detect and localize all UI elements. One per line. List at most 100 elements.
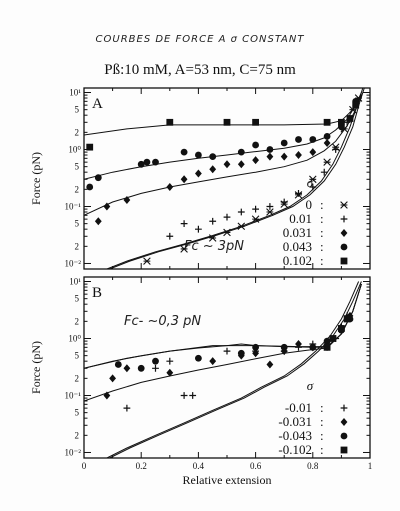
data-point xyxy=(223,213,231,221)
data-point xyxy=(252,349,259,358)
y-tick-label: 10⁻² xyxy=(65,258,82,268)
y-minor-label: 2 xyxy=(75,373,80,383)
data-point xyxy=(252,205,259,213)
data-point xyxy=(309,148,317,157)
fit-curve xyxy=(106,281,360,458)
panel-label: B xyxy=(92,285,102,301)
data-point xyxy=(338,325,345,332)
data-point xyxy=(103,391,111,400)
legend-colon: : xyxy=(320,253,324,268)
data-point xyxy=(338,118,345,126)
fit-curve xyxy=(84,283,362,369)
data-point xyxy=(195,354,202,362)
data-point xyxy=(114,361,122,368)
fit-curve xyxy=(109,88,365,269)
data-point xyxy=(323,343,331,351)
data-point xyxy=(123,195,131,204)
data-point xyxy=(86,183,94,191)
data-point xyxy=(152,364,159,372)
panel-b: 0 0.2 0.4 0.6 0.8 1 10⁻² 10⁻¹ 10⁰ 10¹ 2 5 2 5 2 5 Force … xyxy=(29,276,373,487)
data-point xyxy=(266,360,274,369)
series-0102 xyxy=(86,101,360,151)
fit-curve xyxy=(106,88,364,269)
data-point xyxy=(340,257,348,265)
legend-entry: -0.01 xyxy=(285,400,312,415)
data-point xyxy=(309,343,317,351)
y-minor-label: 2 xyxy=(75,127,80,137)
data-point xyxy=(309,175,317,184)
data-point xyxy=(251,215,260,223)
data-point xyxy=(209,153,217,161)
data-point xyxy=(340,215,348,223)
x-tick-label: 1 xyxy=(368,461,373,471)
y-tick-label: 10¹ xyxy=(69,277,81,287)
y-minor-label: 5 xyxy=(75,162,80,172)
y-minor-label: 2 xyxy=(75,241,80,251)
handwritten-annotation: Fc- ~0,3 pN xyxy=(124,314,201,329)
series-0043 xyxy=(86,97,360,191)
y-tick-label: 10⁻¹ xyxy=(65,390,82,400)
y-tick-label: 10⁰ xyxy=(68,334,81,344)
data-point xyxy=(223,347,231,355)
y-minor-label: 2 xyxy=(75,184,80,194)
data-point xyxy=(166,368,174,377)
data-point xyxy=(332,146,340,153)
y-axis-label: Force (pN) xyxy=(29,152,43,205)
data-point xyxy=(280,343,288,351)
y-minor-label: 2 xyxy=(75,316,80,326)
data-point xyxy=(94,217,102,226)
data-point xyxy=(143,257,151,265)
x-tick-label: 0.4 xyxy=(193,461,205,471)
x-tick-label: 0.2 xyxy=(136,461,147,471)
data-point xyxy=(323,132,331,140)
y-axis-label: Force (pN) xyxy=(29,341,43,394)
data-point xyxy=(195,225,202,233)
legend-entry: 0.031 xyxy=(283,225,312,240)
data-point xyxy=(152,158,159,166)
legend-title: σ xyxy=(307,378,314,393)
data-point xyxy=(223,228,231,237)
y-tick-label: 10¹ xyxy=(69,88,81,98)
y-tick-label: 10⁻² xyxy=(65,447,82,457)
data-point xyxy=(352,101,360,109)
fit-curve xyxy=(84,283,362,402)
data-point xyxy=(237,349,245,357)
data-point xyxy=(209,165,217,174)
data-point xyxy=(340,418,348,426)
legend-colon: : xyxy=(320,428,324,443)
fit-curve xyxy=(84,92,362,180)
data-point xyxy=(189,392,197,399)
legend-entry: 0.102 xyxy=(283,253,312,268)
data-point xyxy=(340,432,348,440)
data-point xyxy=(209,217,217,225)
data-point xyxy=(109,374,116,383)
data-point xyxy=(266,208,274,216)
data-point xyxy=(340,446,348,454)
data-point xyxy=(195,169,202,178)
data-point xyxy=(237,160,245,169)
legend-entry: -0.031 xyxy=(278,414,312,429)
y-minor-label: 5 xyxy=(75,219,80,229)
legend-colon: : xyxy=(320,239,324,254)
fit-curve xyxy=(84,94,362,136)
data-point xyxy=(94,174,102,182)
data-markers xyxy=(86,94,363,265)
legend-title: σ xyxy=(307,175,314,190)
legend-colon: : xyxy=(320,400,324,415)
data-point xyxy=(137,364,145,372)
data-point xyxy=(137,160,145,168)
data-point xyxy=(223,160,231,169)
data-point xyxy=(295,340,302,349)
legend-colon: : xyxy=(320,414,324,429)
fit-curve xyxy=(109,281,362,458)
data-point xyxy=(252,156,259,165)
data-point xyxy=(280,198,288,206)
experimental-conditions: Pß:10 mM, A=53 nm, C=75 nm xyxy=(104,62,296,78)
data-point xyxy=(143,158,151,166)
data-point xyxy=(295,136,302,143)
handwritten-title: COURBES DE FORCE A σ CONSTANT xyxy=(95,34,305,45)
data-point xyxy=(309,183,317,191)
y-minor-label: 5 xyxy=(75,408,80,418)
data-point xyxy=(180,148,188,156)
